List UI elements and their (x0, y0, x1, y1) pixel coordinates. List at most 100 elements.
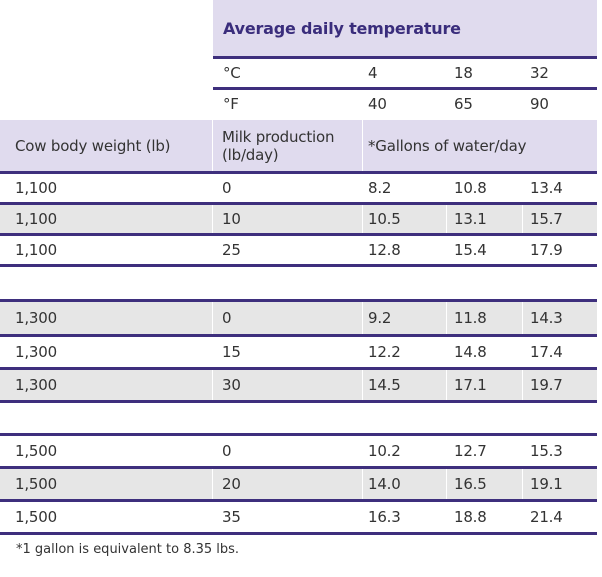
divider (0, 171, 597, 174)
column-separator (446, 205, 447, 233)
milk-production-cell: 10 (222, 210, 241, 228)
milk-production-cell: 15 (222, 343, 241, 361)
column-separator (212, 469, 213, 499)
water-32c-cell: 19.1 (530, 475, 563, 493)
column-header-row: Cow body weight (lb) Milk production (lb… (0, 120, 597, 171)
water-18c-cell: 13.1 (454, 210, 487, 228)
cow-weight-cell: 1,100 (15, 210, 57, 228)
milk-production-cell: 0 (222, 442, 232, 460)
water-18c-cell: 15.4 (454, 241, 487, 259)
column-separator (446, 469, 447, 499)
divider (0, 233, 597, 236)
water-4c-cell: 8.2 (368, 179, 392, 197)
water-32c-cell: 14.3 (530, 309, 563, 327)
water-32c-cell: 15.3 (530, 442, 563, 460)
column-separator (212, 120, 213, 171)
water-32c-cell: 17.9 (530, 241, 563, 259)
cow-weight-cell: 1,500 (15, 475, 57, 493)
milk-production-cell: 0 (222, 309, 232, 327)
divider (0, 202, 597, 205)
column-separator (362, 469, 363, 499)
divider (0, 433, 597, 436)
celsius-value: 4 (368, 64, 378, 82)
water-4c-cell: 10.2 (368, 442, 401, 460)
milk-production-cell: 20 (222, 475, 241, 493)
divider (213, 87, 597, 90)
water-18c-cell: 16.5 (454, 475, 487, 493)
water-4c-cell: 12.2 (368, 343, 401, 361)
water-32c-cell: 15.7 (530, 210, 563, 228)
divider (0, 499, 597, 502)
fahrenheit-label: °F (223, 95, 239, 113)
table-row: 1,300 0 9.2 11.8 14.3 (0, 302, 597, 334)
water-4c-cell: 16.3 (368, 508, 401, 526)
water-4c-cell: 12.8 (368, 241, 401, 259)
cow-weight-cell: 1,100 (15, 241, 57, 259)
water-4c-cell: 9.2 (368, 309, 392, 327)
table-row: 1,500 20 14.0 16.5 19.1 (0, 469, 597, 499)
divider (0, 334, 597, 337)
milk-production-cell: 0 (222, 179, 232, 197)
divider (0, 532, 597, 535)
divider (0, 299, 597, 302)
milk-production-cell: 35 (222, 508, 241, 526)
column-header-milk: Milk production (lb/day) (222, 127, 335, 164)
fahrenheit-value: 90 (530, 95, 549, 113)
column-separator (212, 205, 213, 233)
column-header-water: *Gallons of water/day (368, 136, 527, 155)
cow-weight-cell: 1,500 (15, 508, 57, 526)
milk-production-cell: 25 (222, 241, 241, 259)
divider (0, 400, 597, 403)
fahrenheit-value: 40 (368, 95, 387, 113)
table-row: 1,500 0 10.2 12.7 15.3 (0, 436, 597, 466)
table-row: 1,300 30 14.5 17.1 19.7 (0, 370, 597, 400)
column-separator (212, 302, 213, 334)
milk-production-cell: 30 (222, 376, 241, 394)
column-separator (522, 302, 523, 334)
column-separator (362, 120, 363, 171)
celsius-value: 18 (454, 64, 473, 82)
column-separator (362, 302, 363, 334)
column-separator (446, 370, 447, 400)
divider (0, 367, 597, 370)
divider (213, 56, 597, 59)
column-separator (522, 205, 523, 233)
celsius-row: °C 4 18 32 (213, 59, 597, 87)
cow-weight-cell: 1,500 (15, 442, 57, 460)
column-separator (446, 302, 447, 334)
water-18c-cell: 18.8 (454, 508, 487, 526)
water-4c-cell: 14.5 (368, 376, 401, 394)
celsius-value: 32 (530, 64, 549, 82)
column-separator (362, 370, 363, 400)
water-4c-cell: 10.5 (368, 210, 401, 228)
divider (0, 264, 597, 267)
table-row: 1,300 15 12.2 14.8 17.4 (0, 337, 597, 367)
table-row: 1,100 25 12.8 15.4 17.9 (0, 236, 597, 264)
water-32c-cell: 13.4 (530, 179, 563, 197)
table-footnote: *1 gallon is equivalent to 8.35 lbs. (16, 542, 240, 557)
table-title: Average daily temperature (223, 18, 461, 38)
cow-weight-cell: 1,300 (15, 309, 57, 327)
cow-weight-cell: 1,100 (15, 179, 57, 197)
column-header-weight: Cow body weight (lb) (15, 136, 171, 155)
water-18c-cell: 17.1 (454, 376, 487, 394)
fahrenheit-row: °F 40 65 90 (213, 90, 597, 118)
water-18c-cell: 10.8 (454, 179, 487, 197)
table-row: 1,100 0 8.2 10.8 13.4 (0, 174, 597, 202)
water-32c-cell: 21.4 (530, 508, 563, 526)
column-separator (522, 370, 523, 400)
water-32c-cell: 17.4 (530, 343, 563, 361)
water-32c-cell: 19.7 (530, 376, 563, 394)
divider (0, 466, 597, 469)
table-title-row: Average daily temperature (213, 0, 597, 56)
water-18c-cell: 14.8 (454, 343, 487, 361)
column-separator (212, 370, 213, 400)
cow-weight-cell: 1,300 (15, 343, 57, 361)
celsius-label: °C (223, 64, 241, 82)
fahrenheit-value: 65 (454, 95, 473, 113)
table-row: 1,500 35 16.3 18.8 21.4 (0, 502, 597, 532)
table-row: 1,100 10 10.5 13.1 15.7 (0, 205, 597, 233)
water-18c-cell: 11.8 (454, 309, 487, 327)
water-18c-cell: 12.7 (454, 442, 487, 460)
